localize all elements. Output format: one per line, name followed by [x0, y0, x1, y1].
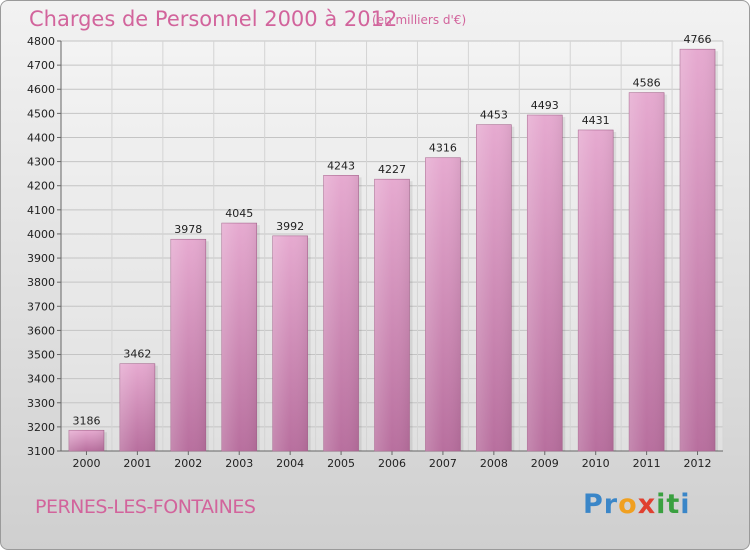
data-label: 4045 — [225, 207, 253, 220]
y-tick-label: 4200 — [27, 180, 55, 193]
y-tick-label: 3700 — [27, 300, 55, 313]
chart-title: Charges de Personnel 2000 à 2012 — [29, 7, 398, 31]
x-tick-label: 2011 — [633, 457, 661, 470]
y-tick-label: 3500 — [27, 349, 55, 362]
proxiti-logo[interactable]: Proxiti — [583, 489, 691, 520]
y-tick-label: 4600 — [27, 83, 55, 96]
bar-highlight — [119, 363, 155, 451]
x-tick-label: 2002 — [174, 457, 202, 470]
y-tick-label: 3200 — [27, 421, 55, 434]
bar-highlight — [272, 235, 308, 451]
y-tick-label: 3100 — [27, 445, 55, 458]
y-tick-label: 4100 — [27, 204, 55, 217]
bar-highlight — [527, 115, 563, 452]
x-tick-label: 2003 — [225, 457, 253, 470]
y-tick-label: 4700 — [27, 59, 55, 72]
bar-highlight — [221, 223, 257, 451]
x-tick-label: 2006 — [378, 457, 406, 470]
y-tick-label: 4400 — [27, 131, 55, 144]
chart-subtitle: (en milliers d'€) — [372, 13, 467, 27]
bar-highlight — [323, 175, 359, 451]
y-tick-label: 4800 — [27, 35, 55, 48]
x-tick-label: 2007 — [429, 457, 457, 470]
y-tick-label: 4300 — [27, 156, 55, 169]
bar-highlight — [578, 129, 614, 451]
data-label: 3978 — [174, 223, 202, 236]
data-label: 3992 — [276, 220, 304, 233]
bar-highlight — [425, 157, 461, 451]
bar-highlight — [170, 239, 206, 451]
data-label: 3462 — [123, 348, 151, 361]
bar-highlight — [629, 92, 665, 452]
data-label: 4493 — [531, 99, 559, 112]
axis-layer: 3100 3200 3300 3400 3500 3600 3700 3800 3900 4000… — [27, 35, 723, 470]
x-tick-label: 2005 — [327, 457, 355, 470]
data-label: 4243 — [327, 159, 355, 172]
y-tick-label: 3600 — [27, 324, 55, 337]
data-label: 4766 — [684, 33, 712, 46]
data-label: 4453 — [480, 109, 508, 122]
x-tick-label: 2010 — [582, 457, 610, 470]
commune-name: PERNES-LES-FONTAINES — [35, 496, 256, 518]
y-tick-label: 3400 — [27, 373, 55, 386]
data-label: 4227 — [378, 163, 406, 176]
y-tick-label: 3800 — [27, 276, 55, 289]
bar-highlight — [476, 124, 512, 451]
data-label: 4431 — [582, 114, 610, 127]
bar-highlight — [680, 49, 716, 451]
x-tick-label: 2008 — [480, 457, 508, 470]
x-tick-label: 2001 — [123, 457, 151, 470]
y-tick-label: 4000 — [27, 228, 55, 241]
data-label: 4586 — [633, 77, 661, 90]
x-tick-label: 2004 — [276, 457, 304, 470]
label-layer: 3186 3462 3978 4045 3992 4243 4227 4316 4453 4493… — [72, 33, 711, 427]
data-label: 3186 — [72, 414, 100, 427]
x-tick-label: 2000 — [72, 457, 100, 470]
x-tick-label: 2009 — [531, 457, 559, 470]
y-tick-label: 3300 — [27, 397, 55, 410]
bar-layer — [68, 48, 719, 452]
bar-highlight — [374, 179, 410, 451]
y-tick-label: 3900 — [27, 252, 55, 265]
x-tick-label: 2012 — [684, 457, 712, 470]
data-label: 4316 — [429, 142, 457, 155]
bar-highlight — [68, 430, 104, 451]
y-tick-label: 4500 — [27, 107, 55, 120]
